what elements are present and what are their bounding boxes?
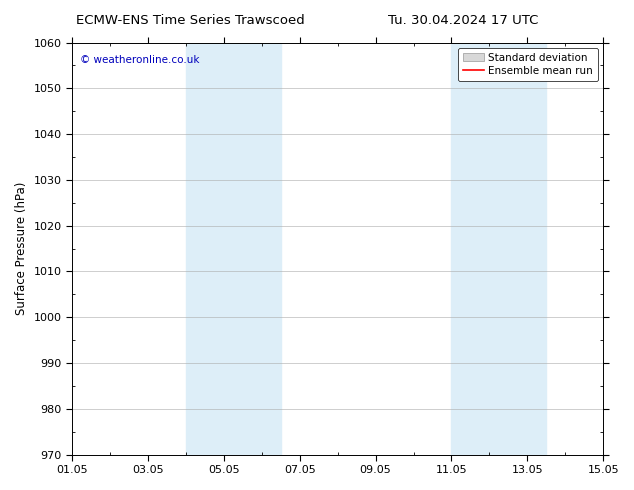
Text: © weatheronline.co.uk: © weatheronline.co.uk <box>80 55 200 65</box>
Y-axis label: Surface Pressure (hPa): Surface Pressure (hPa) <box>15 182 28 315</box>
Bar <box>451 43 547 455</box>
Bar <box>186 43 281 455</box>
Text: Tu. 30.04.2024 17 UTC: Tu. 30.04.2024 17 UTC <box>387 14 538 27</box>
Text: ECMW-ENS Time Series Trawscoed: ECMW-ENS Time Series Trawscoed <box>76 14 304 27</box>
Legend: Standard deviation, Ensemble mean run: Standard deviation, Ensemble mean run <box>458 48 598 81</box>
